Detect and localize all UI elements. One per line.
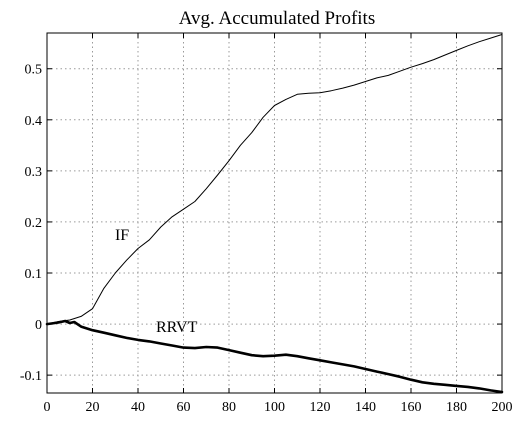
x-tick-label: 160 xyxy=(401,400,422,415)
x-tick-label: 200 xyxy=(492,400,513,415)
series-lines xyxy=(45,34,504,394)
grid-lines xyxy=(47,33,502,393)
x-tick-label: 100 xyxy=(264,400,285,415)
y-tick-label: -0.1 xyxy=(20,369,42,384)
series-label-if: IF xyxy=(115,227,129,244)
y-tick-label: 0.4 xyxy=(25,114,43,129)
y-tick-label: 0 xyxy=(35,318,42,333)
series-line-rrvt xyxy=(45,319,504,394)
series-line-if xyxy=(46,34,503,325)
x-tick-label: 80 xyxy=(222,400,236,415)
x-tick-label: 140 xyxy=(355,400,376,415)
y-tick-label: 0.2 xyxy=(25,216,43,231)
axis-ticks: 0 20 40 60 80 100 120 140 160 180 200 -0.1 0 0.1 0.2 0.… xyxy=(20,33,513,415)
series-label-rrvt: RRVT xyxy=(156,319,198,336)
x-tick-label: 60 xyxy=(177,400,191,415)
y-tick-label: 0.3 xyxy=(25,165,43,180)
annotations: IF RRVT xyxy=(115,227,198,336)
x-tick-label: 0 xyxy=(44,400,51,415)
y-tick-label: 0.1 xyxy=(25,267,43,282)
x-tick-label: 40 xyxy=(131,400,145,415)
chart-title: Avg. Accumulated Profits xyxy=(179,8,375,29)
x-tick-label: 120 xyxy=(310,400,331,415)
x-tick-label: 180 xyxy=(446,400,467,415)
y-tick-label: 0.5 xyxy=(25,63,43,78)
x-tick-label: 20 xyxy=(86,400,100,415)
